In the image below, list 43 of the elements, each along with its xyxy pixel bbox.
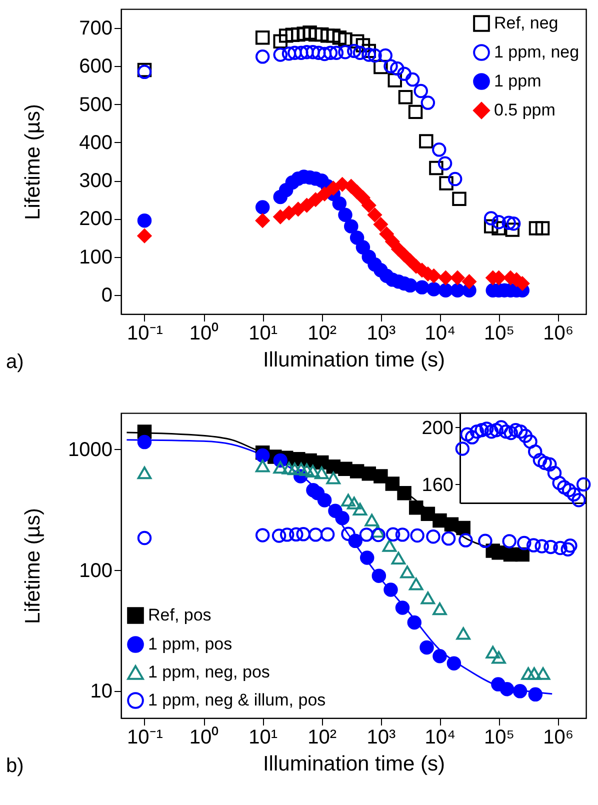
x-tick-label: 10³ xyxy=(366,322,396,344)
x-tick-label: 10² xyxy=(308,726,337,748)
x-tick-label: 10⁵ xyxy=(484,726,515,748)
legend-label: 1 ppm xyxy=(494,72,542,90)
y-tick-label: 100 xyxy=(79,246,112,268)
legend-label: 1 ppm, neg & illum, pos xyxy=(148,690,326,710)
y-tick-label: 160 xyxy=(422,474,454,496)
y-tick-label: 1000 xyxy=(68,438,112,461)
y-tick-label: 10 xyxy=(90,680,112,703)
x-tick-label: 10⁴ xyxy=(424,726,456,748)
x-tick-label: 10¹ xyxy=(248,726,278,748)
x-axis-title: Illumination time (s) xyxy=(262,348,446,372)
x-tick-label: 10¹ xyxy=(248,322,278,344)
legend-label: Ref, pos xyxy=(148,606,212,624)
x-tick-label: 10² xyxy=(308,322,337,344)
text: b) xyxy=(6,755,24,777)
x-tick-label: 10⁶ xyxy=(543,322,574,344)
x-axis-title: Illumination time (s) xyxy=(262,752,446,776)
x-tick-label: 10⁰ xyxy=(189,726,219,748)
y-tick-label: 500 xyxy=(79,94,112,116)
x-tick-label: 10³ xyxy=(366,726,396,748)
legend-label: 1 ppm, neg, pos xyxy=(148,662,270,682)
x-tick-label: 10⁵ xyxy=(484,322,515,344)
y-tick-label: 200 xyxy=(422,418,454,439)
y-tick-label: 700 xyxy=(79,18,112,40)
text: a) xyxy=(6,351,24,373)
x-tick-label: 10⁻¹ xyxy=(127,322,164,344)
y-tick-label: 200 xyxy=(79,208,112,230)
legend-label: 1 ppm, pos xyxy=(148,634,232,654)
x-tick-label: 10⁻¹ xyxy=(127,726,164,748)
legend-label: Ref, neg xyxy=(494,14,558,32)
y-tick-label: 100 xyxy=(79,560,112,582)
y-tick-label: 300 xyxy=(79,170,112,192)
y-tick-label: 400 xyxy=(79,132,112,154)
y-tick-label: 600 xyxy=(79,56,112,78)
y-axis-title: Lifetime (µs) xyxy=(22,104,44,220)
x-tick-label: 10⁶ xyxy=(543,726,574,748)
y-axis-title: Lifetime (µs) xyxy=(22,508,44,624)
x-tick-label: 10⁰ xyxy=(189,322,219,344)
legend-label: 1 ppm, neg xyxy=(494,42,580,62)
legend-label: 0.5 ppm xyxy=(494,100,556,120)
x-tick-label: 10⁴ xyxy=(424,322,456,344)
y-tick-label: 0 xyxy=(101,284,112,306)
